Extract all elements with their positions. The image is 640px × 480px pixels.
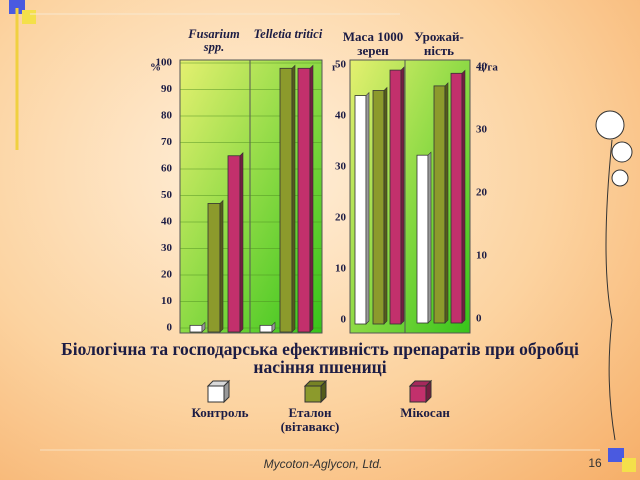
y-tick-label: 0 (476, 313, 482, 325)
chart-title: Урожай-ність (414, 29, 464, 58)
y-tick-label: 0 (341, 314, 347, 326)
y-tick-label: 60 (161, 163, 173, 175)
y-tick-label: 0 (167, 322, 173, 334)
footer: Mycoton-Aglycon, Ltd. (263, 457, 383, 471)
y-unit: г (332, 62, 337, 74)
legend-swatch-side (223, 379, 230, 404)
legend-label: Еталон (вітавакс) (280, 405, 340, 434)
page-number: 16 (588, 456, 602, 470)
y-tick-label: 20 (161, 269, 173, 281)
chart-title: Маса 1000 зерен (342, 29, 404, 58)
y-tick-label: 10 (335, 263, 347, 275)
bar (433, 85, 446, 324)
bar (189, 324, 203, 333)
bar-side (309, 64, 314, 333)
bar (389, 69, 402, 325)
legend-swatch (207, 385, 225, 403)
bar (354, 95, 367, 325)
y-tick-label: 30 (161, 242, 173, 254)
y-tick-label: 50 (161, 189, 173, 201)
bar-side (461, 69, 466, 324)
bar-side (427, 151, 432, 324)
legend-swatch (304, 385, 322, 403)
bar (207, 203, 221, 333)
flower-decor (595, 110, 633, 441)
category-label: Telletia tritici (253, 27, 323, 41)
y-tick-label: 100 (156, 57, 173, 69)
legend-swatch-side (320, 379, 327, 404)
legend-swatch-side (425, 379, 432, 404)
bar (227, 155, 241, 333)
category-label: Fusarium spp. (188, 27, 240, 55)
bar-side (365, 91, 370, 325)
plot-panel (349, 59, 471, 334)
decor-square (9, 0, 25, 14)
slide-title: Біологічна та господарська ефективність … (61, 339, 579, 378)
legend-label: Контроль (191, 405, 249, 420)
bar-side (271, 321, 276, 333)
legend-swatch (409, 385, 427, 403)
bar (416, 154, 429, 324)
decor-square (22, 10, 36, 24)
bar-side (444, 82, 449, 324)
y-tick-label: 30 (335, 161, 347, 173)
y-unit: ц/га (478, 62, 498, 74)
y-tick-label: 30 (476, 124, 488, 136)
bar-side (201, 321, 206, 333)
legend-label: Мікосан (400, 405, 450, 420)
bar (372, 90, 385, 325)
bar-side (400, 66, 405, 325)
bar (297, 67, 311, 333)
y-tick-label: 10 (161, 295, 173, 307)
y-tick-label: 40 (335, 110, 347, 122)
decor-square (622, 458, 636, 472)
y-tick-label: 10 (476, 250, 488, 262)
bar (450, 72, 463, 324)
decor-square (608, 448, 624, 462)
y-unit: % (150, 62, 161, 74)
y-tick-label: 40 (476, 61, 488, 73)
y-tick-label: 80 (161, 110, 173, 122)
y-tick-label: 70 (161, 136, 173, 148)
y-tick-label: 40 (161, 216, 173, 228)
y-tick-label: 50 (335, 59, 347, 71)
bar-side (219, 199, 224, 333)
bar (259, 324, 273, 333)
bar-side (383, 86, 388, 325)
bar (279, 67, 293, 333)
bar-side (291, 64, 296, 333)
y-tick-label: 20 (335, 212, 347, 224)
y-tick-label: 20 (476, 187, 488, 199)
bar-side (239, 152, 244, 333)
y-tick-label: 90 (161, 83, 173, 95)
